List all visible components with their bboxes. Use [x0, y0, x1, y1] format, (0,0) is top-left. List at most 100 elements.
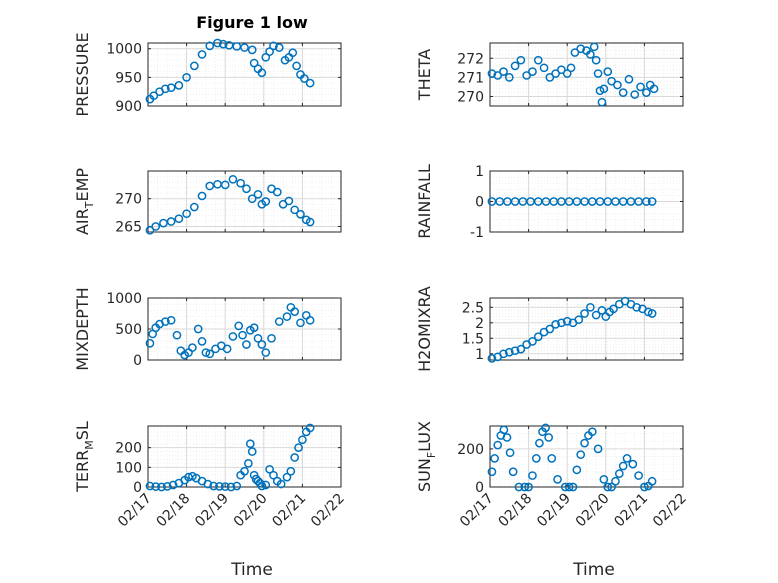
data-point	[215, 482, 224, 491]
axes-box	[147, 42, 342, 107]
data-point	[197, 337, 207, 346]
y-tick-label: 1	[475, 164, 484, 180]
data-point	[641, 88, 651, 97]
data-point	[166, 83, 176, 93]
data-point	[562, 316, 572, 326]
data-point	[599, 84, 609, 94]
data-point	[490, 454, 499, 463]
panel-mixdepth: 0 500 1000 MIXDEPTH	[73, 287, 342, 371]
panel-theta: 270 271 272 THETA	[415, 42, 684, 107]
data-point	[499, 67, 508, 76]
data-point	[238, 330, 247, 340]
data-point	[247, 45, 257, 55]
data-point	[305, 315, 315, 325]
data-point	[514, 482, 524, 492]
y-tick-label: 0	[133, 353, 142, 369]
axes-box	[489, 297, 684, 361]
data-point	[535, 438, 544, 448]
data-point	[545, 73, 555, 82]
y-tick-label: 1000	[106, 291, 142, 307]
data-point	[622, 454, 632, 463]
y-tick-label: 200	[115, 441, 142, 457]
data-point	[624, 74, 634, 84]
data-point	[599, 475, 609, 484]
y-axis-label: THETA	[415, 49, 434, 101]
data-point	[487, 69, 497, 78]
data-point	[197, 50, 207, 59]
y-tick-label: 271	[457, 70, 484, 86]
data-point	[201, 348, 211, 357]
y-tick-label: 0	[475, 480, 484, 496]
data-point	[544, 433, 554, 442]
axes-box	[147, 425, 342, 488]
x-tick-label: 02/19	[534, 491, 574, 531]
y-tick-label: 950	[115, 70, 142, 86]
data-point	[166, 217, 176, 226]
data-point	[299, 74, 309, 83]
data-point	[305, 423, 315, 433]
data-point	[226, 482, 236, 492]
panel-air_temp: 265 270 AIRTEMP	[73, 168, 342, 235]
data-point	[528, 471, 537, 480]
data-point	[261, 348, 271, 357]
data-point	[614, 469, 624, 479]
y-tick-label: 0	[133, 480, 142, 496]
data-point	[193, 324, 203, 334]
data-point	[487, 354, 497, 363]
data-point	[203, 479, 213, 489]
data-point	[572, 465, 582, 475]
data-point	[589, 42, 599, 52]
data-point	[502, 433, 512, 442]
data-point	[296, 318, 305, 328]
data-point	[641, 197, 651, 206]
data-point	[261, 480, 271, 490]
data-point	[296, 209, 305, 219]
data-point	[234, 321, 244, 331]
x-tick-label: 02/18	[496, 491, 536, 531]
data-point	[261, 52, 271, 62]
y-tick-label: 270	[115, 192, 142, 208]
data-point	[253, 333, 263, 343]
data-point	[647, 197, 657, 206]
panel-h2omixra: 11.522.5 H2OMIXRA	[415, 286, 684, 372]
y-tick-label: 0	[475, 195, 484, 211]
data-point	[545, 324, 555, 334]
data-point	[189, 202, 199, 212]
data-point	[162, 482, 172, 491]
data-point	[265, 464, 274, 474]
data-point	[591, 55, 601, 65]
data-point	[245, 439, 255, 449]
axes-box	[489, 42, 684, 107]
x-tick-label: 02/22	[308, 491, 348, 531]
data-point	[551, 320, 560, 329]
x-tick-label: 02/21	[269, 491, 309, 531]
data-point	[570, 48, 580, 57]
y-tick-label: 100	[115, 460, 142, 476]
data-point	[166, 315, 176, 325]
data-point	[261, 197, 271, 206]
data-point	[539, 63, 549, 73]
data-point	[182, 209, 191, 219]
data-point	[566, 63, 576, 73]
panel-terr_msl: 0 100 200 TERRMSL 02/1702/1802/1902/2002/210…	[73, 421, 348, 530]
data-point	[493, 71, 503, 80]
y-tick-label: 265	[115, 219, 142, 235]
data-point	[609, 304, 618, 314]
data-point	[607, 482, 616, 492]
data-point	[630, 90, 640, 99]
data-point	[533, 332, 543, 342]
data-point	[145, 225, 155, 235]
data-point	[284, 196, 294, 206]
data-point	[607, 76, 616, 86]
data-point	[288, 48, 298, 58]
data-point	[174, 81, 184, 90]
data-point	[294, 443, 303, 452]
data-point	[286, 466, 296, 476]
data-point	[257, 68, 267, 78]
data-point	[218, 39, 228, 49]
y-tick-label: 200	[457, 442, 484, 458]
y-tick-label: 900	[115, 99, 142, 115]
x-tick-label: 02/17	[457, 491, 497, 531]
data-point	[188, 343, 197, 352]
y-axis-label: AIRTEMP	[73, 168, 96, 235]
